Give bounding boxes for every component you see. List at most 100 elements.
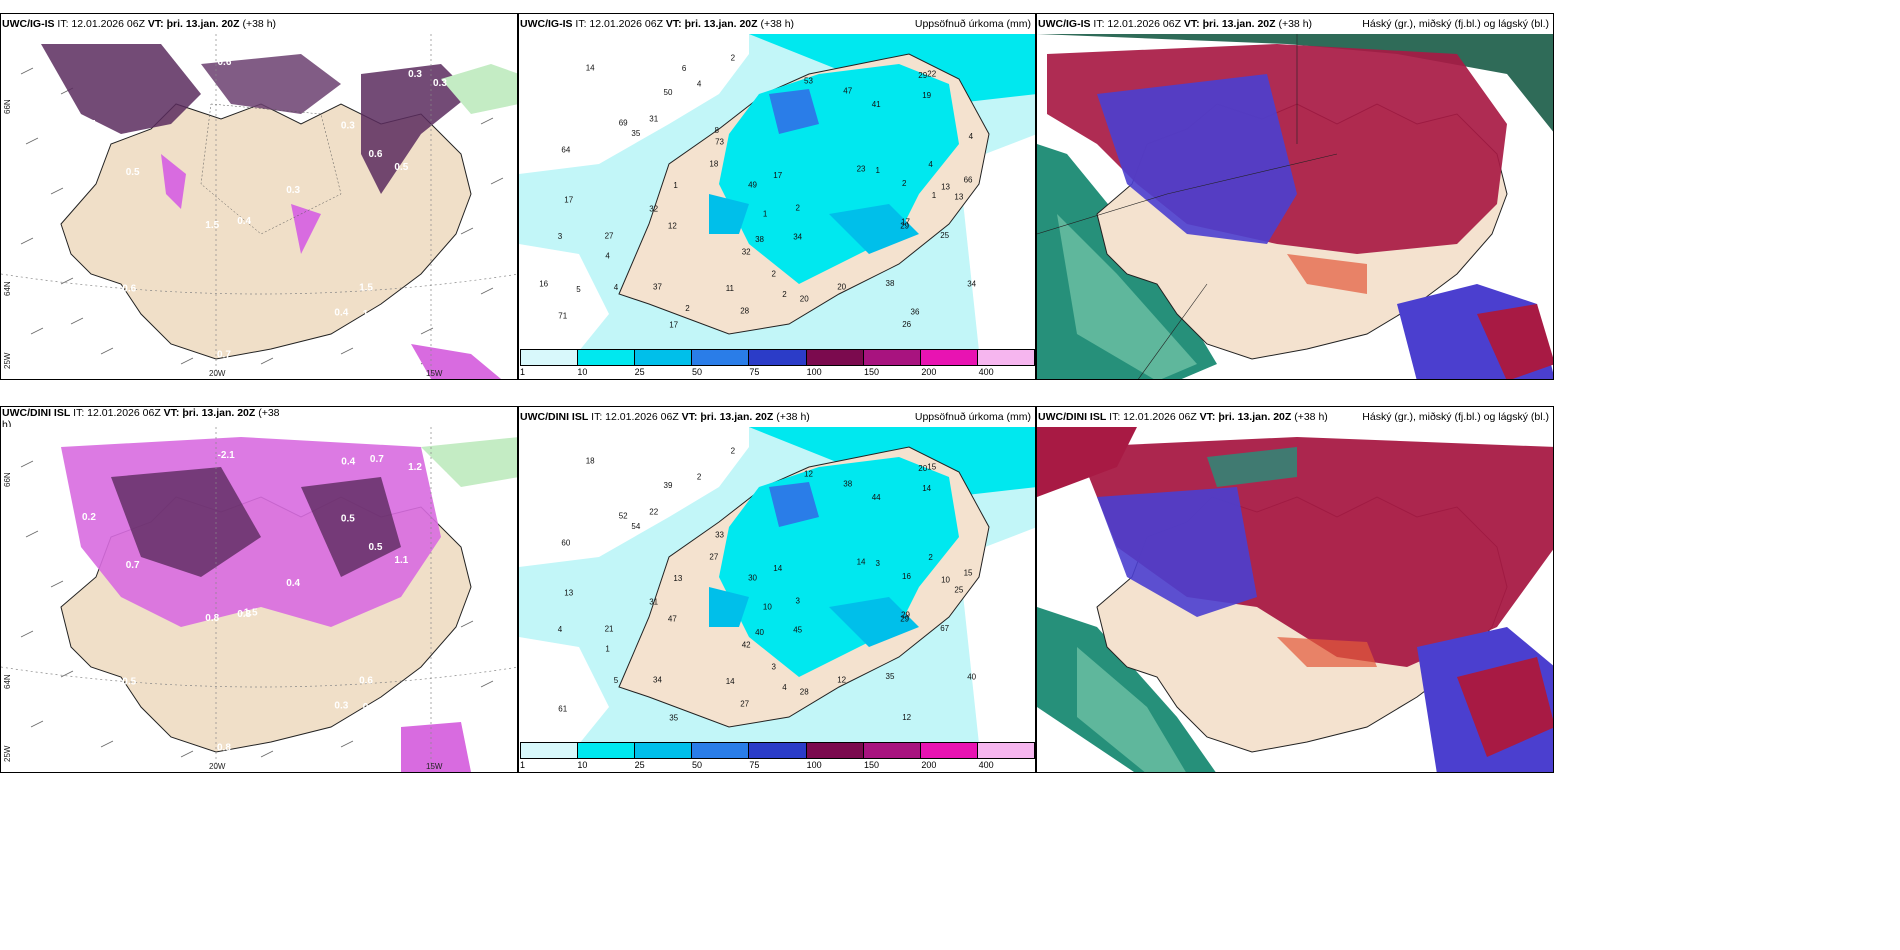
map-value-label: 0.5 — [394, 162, 408, 173]
lon-label-20: 20W — [209, 762, 226, 771]
map-value-label: 11 — [726, 284, 735, 293]
map-value-label: 0.6 — [218, 57, 232, 68]
legend-swatch — [806, 743, 864, 758]
map-value-label: 4 — [605, 251, 610, 260]
panel-clouds-top: UWC/IG-IS IT: 12.01.2026 06Z VT: þri. 13… — [1036, 13, 1554, 380]
map-value-label: 12 — [804, 470, 813, 479]
map-value-label: 60 — [561, 538, 570, 547]
map-value-label: 22 — [927, 69, 936, 78]
map-value-label: 41 — [872, 100, 881, 109]
map-value-label: 28 — [740, 307, 749, 316]
legend-label: 200 — [921, 760, 937, 770]
map-value-label: 6 — [682, 64, 687, 73]
map-value-label: 1 — [673, 181, 678, 190]
map-value-label: 38 — [843, 480, 852, 489]
map-value-label: 2 — [731, 447, 736, 456]
lat-label-66: 66N — [3, 472, 12, 487]
map-value-label: 18 — [709, 160, 718, 169]
map-value-label: 17 — [773, 171, 782, 180]
map-value-label: 17 — [564, 196, 573, 205]
map-value-label: 50 — [664, 88, 673, 97]
panel-subtitle: Háský (gr.), miðský (fj.bl.) og lágský (… — [1362, 411, 1549, 423]
map-value-label: 44 — [872, 493, 881, 502]
map-value-label: 27 — [709, 553, 718, 562]
map-value-label: 64 — [561, 145, 570, 154]
map-value-label: 0.2 — [82, 512, 96, 523]
lat-label-66: 66N — [3, 99, 12, 114]
legend-swatch — [635, 350, 693, 365]
legend-label: 400 — [978, 760, 994, 770]
map-clouds — [1037, 427, 1553, 772]
map-value-label: 4 — [558, 625, 563, 634]
legend-swatch — [521, 743, 579, 758]
legend-swatch — [806, 350, 864, 365]
map-value-label: 4 — [697, 79, 702, 88]
legend-label: 50 — [692, 367, 703, 377]
legend-label: 1 — [520, 367, 526, 377]
panel-clouds-bottom: UWC/DINI ISL IT: 12.01.2026 06Z VT: þri.… — [1036, 406, 1554, 773]
lon-label-25: 25W — [3, 352, 12, 369]
legend-label: 150 — [864, 367, 880, 377]
legend-swatch — [521, 350, 579, 365]
legend-colorbar — [520, 742, 1035, 759]
map-value-label: 2 — [902, 179, 907, 188]
map-value-label: 3 — [876, 559, 881, 568]
panel-accum-precip-top: UWC/IG-IS IT: 12.01.2026 06Z VT: þri. 13… — [518, 13, 1036, 380]
map-value-label: 73 — [715, 138, 724, 147]
map-value-label: 29 — [918, 71, 927, 80]
panel-precip-wind-bottom: UWC/DINI ISL IT: 12.01.2026 06Z VT: þri.… — [0, 406, 518, 773]
panel-subtitle: Háský (gr.), miðský (fj.bl.) og lágský (… — [1362, 18, 1549, 30]
map-value-label: 36 — [911, 307, 920, 316]
map-value-label: 35 — [669, 714, 678, 723]
legend-swatch — [635, 743, 693, 758]
map-value-label: 26 — [902, 320, 911, 329]
map-value-label: 21 — [605, 625, 614, 634]
legend-label: 75 — [749, 367, 760, 377]
map-value-label: 4 — [969, 132, 974, 141]
map-precip-wind: 0.3 0.5 0.7 0.3 0.6 0.4 1.5 0.5 0.3 0.8 1.2 0.4 0.7 0… — [1, 34, 517, 379]
lon-label-15: 15W — [426, 369, 443, 378]
map-value-label: 61 — [558, 704, 567, 713]
map-value-label: 1.5 — [359, 283, 373, 294]
map-value-label: 14 — [922, 484, 931, 493]
map-value-label: 2 — [697, 472, 702, 481]
legend-label: 10 — [577, 760, 588, 770]
panel-title: UWC/DINI ISL IT: 12.01.2026 06Z VT: þri.… — [2, 407, 280, 431]
map-value-label: 2 — [928, 553, 933, 562]
map-value-label: 0.4 — [82, 119, 96, 130]
map-value-label: 30 — [748, 574, 757, 583]
map-value-label: 31 — [649, 598, 658, 607]
legend-swatch — [863, 743, 921, 758]
map-value-label: 37 — [653, 283, 662, 292]
map-value-label: 25 — [940, 231, 949, 240]
map-value-label: 66 — [964, 176, 973, 185]
map-value-label: 0.4 — [237, 216, 251, 227]
map-value-label: 0.8 — [205, 613, 219, 624]
map-value-label: 32 — [742, 247, 751, 256]
map-value-label: 8 — [715, 126, 720, 135]
map-value-label: 29 — [900, 615, 909, 624]
map-value-label: 1 — [763, 209, 768, 218]
map-value-label: 0.3 — [334, 701, 348, 712]
map-value-label: 0.5 — [369, 542, 383, 553]
map-value-label: 0.5 — [341, 513, 355, 524]
map-value-label: -2.1 — [218, 450, 236, 461]
map-value-label: 13 — [954, 193, 963, 202]
map-value-label: 22 — [649, 507, 658, 516]
map-value-label: 3 — [796, 596, 801, 605]
map-value-label: 0.4 — [129, 725, 143, 736]
map-value-label: 32 — [649, 205, 658, 214]
map-value-label: 2 — [796, 203, 801, 212]
legend-label: 1 — [520, 760, 526, 770]
panel-title: UWC/DINI ISL IT: 12.01.2026 06Z VT: þri.… — [520, 411, 810, 423]
legend-colorbar — [520, 349, 1035, 366]
panel-subtitle: Uppsöfnuð úrkoma (mm) — [914, 18, 1031, 30]
legend-label: 400 — [978, 367, 994, 377]
map-value-label: 27 — [605, 232, 614, 241]
map-value-label: 54 — [631, 522, 640, 531]
map-value-label: 0.5 — [433, 471, 447, 482]
map-value-label: 1.1 — [394, 555, 408, 566]
map-clouds — [1037, 34, 1553, 379]
